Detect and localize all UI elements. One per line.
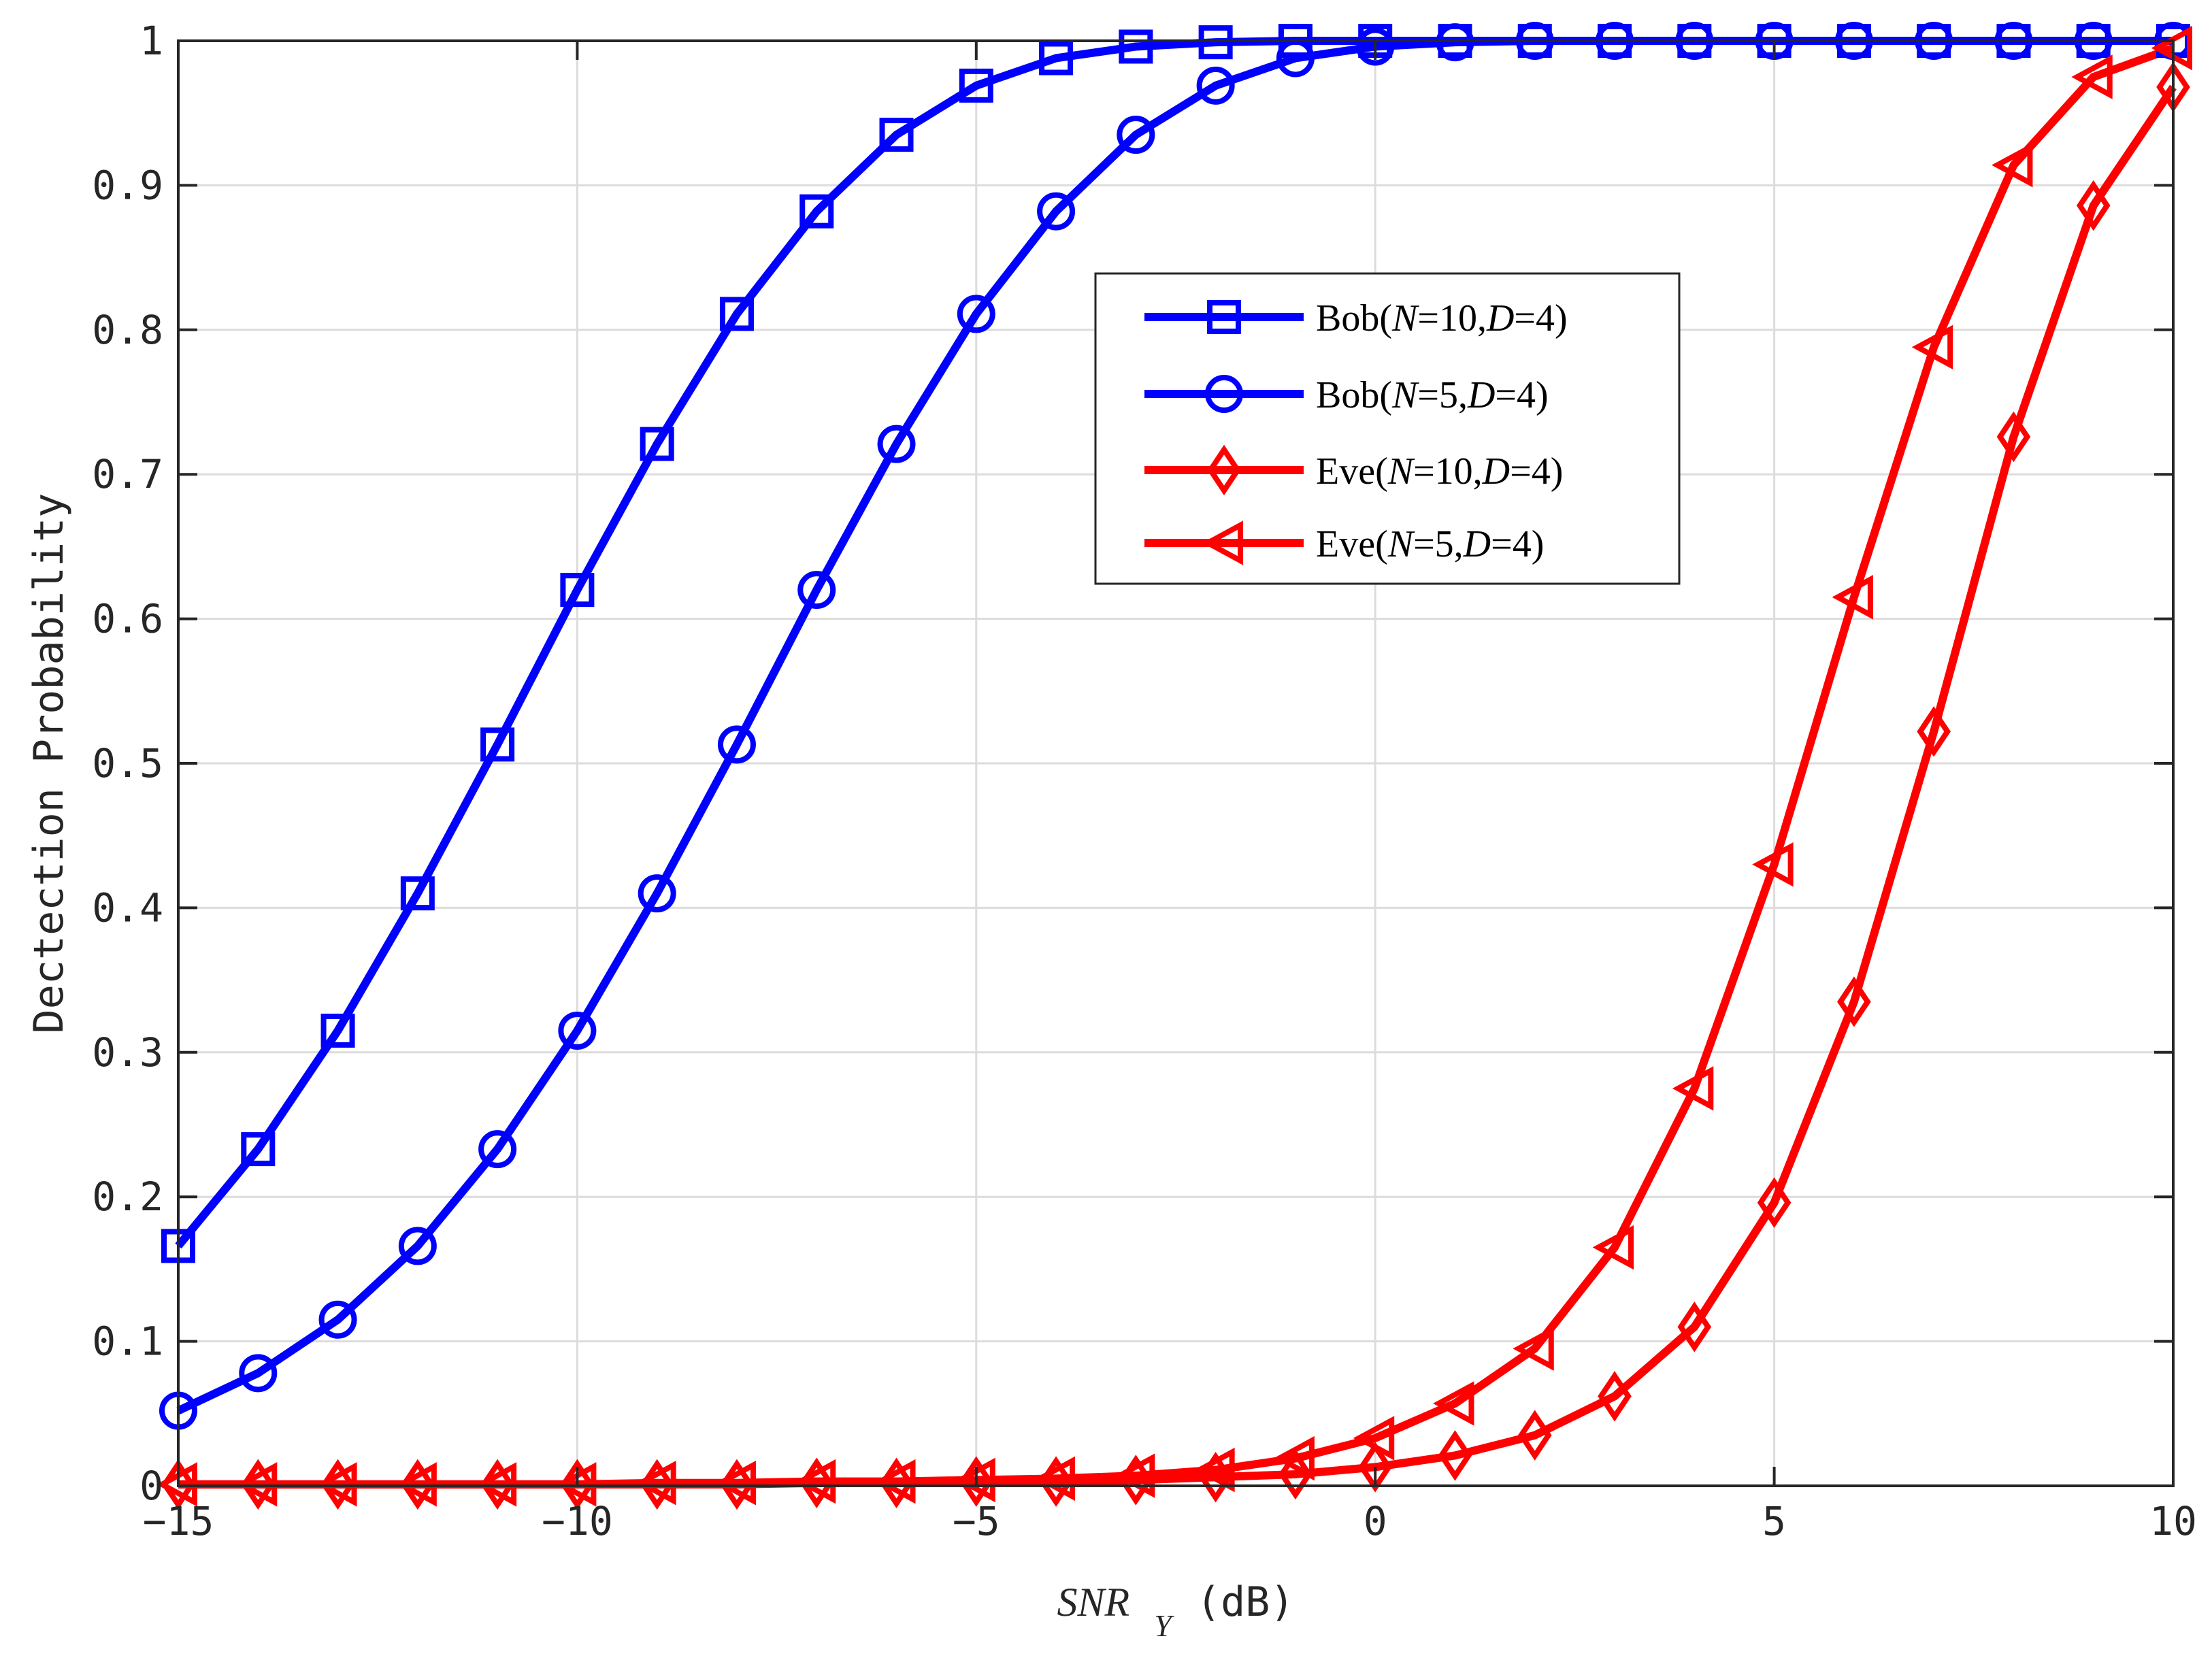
x-tick-label: −5 — [953, 1498, 1000, 1544]
x-tick-label: 0 — [1364, 1498, 1387, 1544]
data-point-diamond — [1677, 1301, 1712, 1352]
data-point-circle — [1436, 23, 1474, 62]
data-point-triangle-left — [316, 1462, 357, 1507]
data-point-triangle-left — [1752, 842, 1794, 887]
data-point-triangle-left — [1193, 1447, 1235, 1493]
data-point-circle — [1356, 27, 1395, 66]
data-point-circle — [957, 295, 995, 333]
data-point-circle — [1117, 116, 1155, 154]
data-point-circle — [558, 1011, 597, 1050]
y-tick-label: 0.1 — [92, 1318, 163, 1365]
y-tick-label: 0.5 — [92, 740, 163, 786]
x-tick-label: 10 — [2149, 1498, 2197, 1544]
data-point-square — [1198, 25, 1233, 60]
data-point-circle — [717, 725, 756, 764]
data-point-diamond — [1438, 1430, 1472, 1481]
data-point-square — [959, 68, 993, 103]
x-axis-label-main: SNR — [1057, 1580, 1129, 1625]
x-axis-label-sub: Y — [1154, 1608, 1174, 1643]
legend-label-4: Eve(N=5,D=4) — [1316, 523, 1544, 565]
data-point-diamond — [1278, 1448, 1313, 1500]
y-tick-label: 0.7 — [92, 451, 163, 497]
data-point-triangle-left — [794, 1459, 836, 1504]
legend-marker-triangle-left — [1202, 520, 1243, 565]
data-point-circle — [1037, 192, 1076, 231]
data-point-diamond — [1598, 1371, 1632, 1422]
data-point-triangle-left — [1433, 1381, 1474, 1426]
legend-marker-circle — [1205, 375, 1243, 413]
data-point-square — [640, 427, 674, 461]
data-point-diamond — [1757, 1177, 1792, 1228]
legend-label-3: Eve(N=10,D=4) — [1316, 450, 1563, 493]
data-point-triangle-left — [1992, 142, 2033, 188]
x-tick-label: −15 — [143, 1498, 214, 1544]
data-point-circle — [638, 874, 676, 913]
data-point-diamond — [1917, 706, 1951, 757]
data-point-triangle-left — [1034, 1456, 1076, 1501]
data-point-triangle-left — [1672, 1066, 1714, 1111]
data-point-diamond — [2076, 180, 2111, 231]
data-point-circle — [478, 1130, 517, 1169]
y-tick-label: 0.8 — [92, 307, 163, 353]
legend: Bob(N=10,D=4) Bob(N=5,D=4) Eve(N=10,D=4) Ev… — [1094, 272, 1681, 585]
data-point-square — [719, 297, 754, 331]
legend-marker-diamond — [1207, 444, 1241, 496]
data-point-diamond — [1837, 976, 1871, 1027]
data-point-diamond — [1358, 1442, 1393, 1493]
data-point-triangle-left — [1592, 1225, 1634, 1270]
data-point-square — [1039, 41, 1074, 76]
data-point-square — [799, 194, 834, 229]
data-point-triangle-left — [1911, 325, 1953, 370]
legend-label-2: Bob(N=5,D=4) — [1316, 374, 1549, 416]
data-point-square — [1119, 29, 1153, 64]
x-axis-label: SNR Y (dB) — [1057, 1578, 1294, 1646]
data-point-square — [480, 727, 515, 762]
legend-label-1: Bob(N=10,D=4) — [1316, 297, 1568, 339]
x-tick-labels: −15 −10 −5 0 5 10 — [143, 1498, 2197, 1544]
y-tick-labels: 0 0.1 0.2 0.3 0.4 0.5 0.6 0.7 0.8 0.9 1 — [92, 18, 163, 1509]
data-point-circle — [797, 571, 836, 610]
data-point-circle — [1196, 66, 1235, 105]
data-point-triangle-left — [1513, 1326, 1554, 1371]
data-point-circle — [877, 425, 916, 463]
axis-ticks — [177, 39, 2175, 1487]
data-point-triangle-left — [635, 1461, 676, 1506]
data-point-diamond — [1517, 1410, 1552, 1461]
data-point-triangle-left — [1273, 1435, 1315, 1481]
data-point-diamond — [1996, 411, 2031, 463]
y-tick-label: 0 — [139, 1463, 163, 1509]
x-tick-label: −10 — [542, 1498, 613, 1544]
y-tick-label: 0.6 — [92, 596, 163, 642]
x-axis-label-unit: (dB) — [1196, 1578, 1295, 1626]
y-tick-label: 1 — [139, 18, 163, 64]
y-tick-label: 0.3 — [92, 1029, 163, 1076]
data-point-square — [400, 876, 435, 911]
legend-box — [1094, 272, 1681, 585]
data-point-square — [241, 1132, 276, 1167]
data-point-triangle-left — [2071, 54, 2113, 99]
y-tick-label: 0.4 — [92, 884, 163, 931]
y-axis-label: Dectection Probability — [25, 493, 73, 1034]
x-tick-label: 5 — [1762, 1498, 1786, 1544]
series-markers — [156, 22, 2192, 1510]
data-point-circle — [398, 1227, 437, 1265]
legend-marker-square — [1207, 300, 1241, 334]
data-point-circle — [239, 1354, 278, 1393]
data-point-square — [560, 573, 595, 608]
data-point-circle — [318, 1300, 357, 1339]
data-point-triangle-left — [235, 1462, 278, 1507]
data-point-triangle-left — [1353, 1416, 1395, 1461]
data-point-triangle-left — [395, 1462, 437, 1507]
data-point-triangle-left — [1832, 575, 1873, 620]
y-tick-label: 0.9 — [92, 162, 163, 208]
data-point-triangle-left — [714, 1461, 756, 1506]
y-tick-label: 0.2 — [92, 1174, 163, 1220]
data-point-triangle-left — [874, 1459, 916, 1504]
data-point-square — [320, 1013, 355, 1048]
data-point-square — [879, 118, 914, 152]
data-point-diamond — [1198, 1452, 1233, 1503]
data-point-triangle-left — [475, 1462, 517, 1507]
